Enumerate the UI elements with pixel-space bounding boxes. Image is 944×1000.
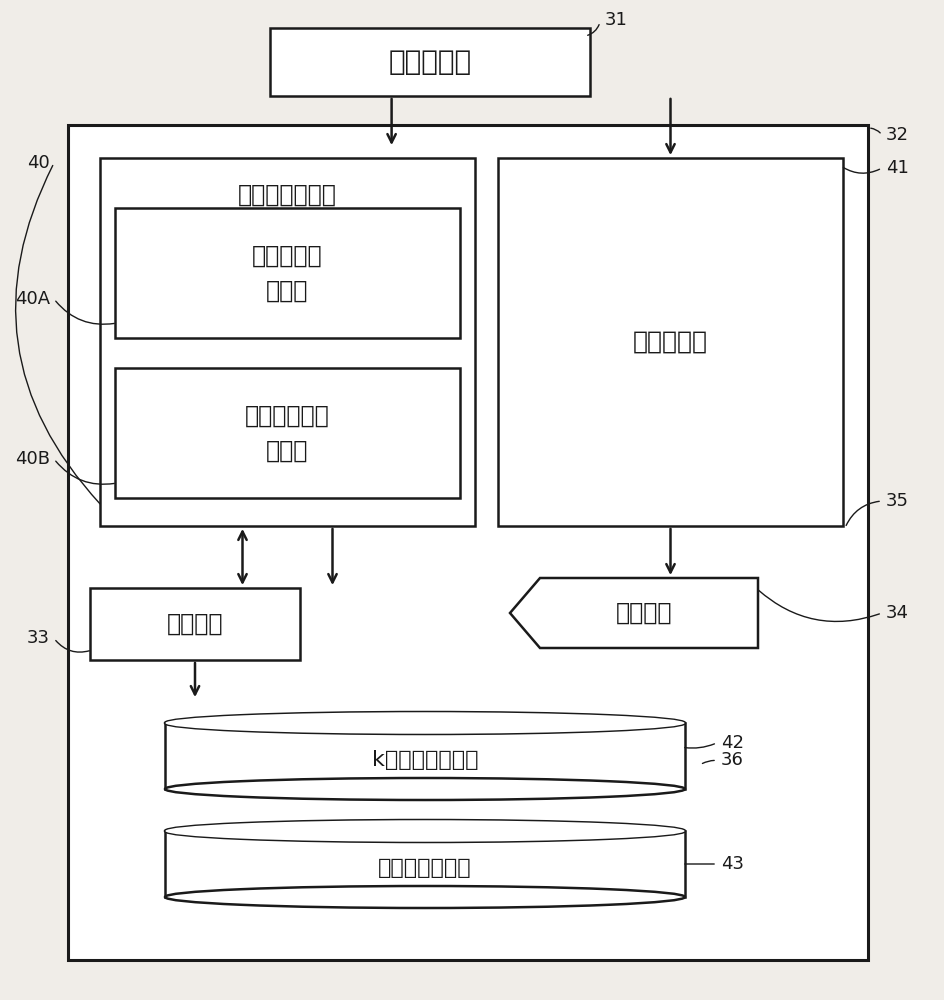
Ellipse shape — [165, 712, 683, 734]
Text: 偏共振脉冲
设定部: 偏共振脉冲 设定部 — [252, 243, 323, 303]
Text: 数据处理部: 数据处理部 — [632, 330, 707, 354]
Ellipse shape — [165, 778, 684, 800]
Text: 31: 31 — [604, 11, 627, 29]
Text: 40B: 40B — [15, 450, 50, 468]
FancyBboxPatch shape — [115, 368, 460, 498]
Text: 相位倒回脉冲
设定部: 相位倒回脉冲 设定部 — [244, 403, 329, 463]
FancyBboxPatch shape — [497, 158, 842, 526]
FancyBboxPatch shape — [165, 831, 684, 897]
Text: 显示装置: 显示装置 — [615, 601, 671, 625]
Text: 42: 42 — [720, 734, 743, 752]
Text: 40: 40 — [27, 154, 50, 172]
Ellipse shape — [165, 820, 683, 842]
Ellipse shape — [165, 886, 684, 908]
Text: 图像数据存储部: 图像数据存储部 — [378, 858, 471, 878]
FancyBboxPatch shape — [115, 208, 460, 338]
FancyBboxPatch shape — [165, 723, 684, 789]
Text: 35: 35 — [885, 492, 908, 510]
Text: 33: 33 — [27, 629, 50, 647]
FancyBboxPatch shape — [270, 28, 589, 96]
Text: 32: 32 — [885, 126, 908, 144]
Text: 36: 36 — [720, 751, 743, 769]
Ellipse shape — [165, 820, 684, 842]
Text: 序列控制器: 序列控制器 — [388, 48, 471, 76]
Text: k空间数据存储部: k空间数据存储部 — [371, 750, 478, 770]
Text: 41: 41 — [885, 159, 908, 177]
Polygon shape — [510, 578, 757, 648]
Text: 输入装置: 输入装置 — [166, 612, 223, 636]
FancyBboxPatch shape — [90, 588, 299, 660]
Text: 摄像条件设定部: 摄像条件设定部 — [238, 183, 337, 207]
FancyBboxPatch shape — [68, 125, 868, 960]
Text: 40A: 40A — [15, 290, 50, 308]
Ellipse shape — [165, 712, 684, 734]
FancyBboxPatch shape — [100, 158, 475, 526]
Text: 34: 34 — [885, 604, 908, 622]
Text: 43: 43 — [720, 855, 743, 873]
